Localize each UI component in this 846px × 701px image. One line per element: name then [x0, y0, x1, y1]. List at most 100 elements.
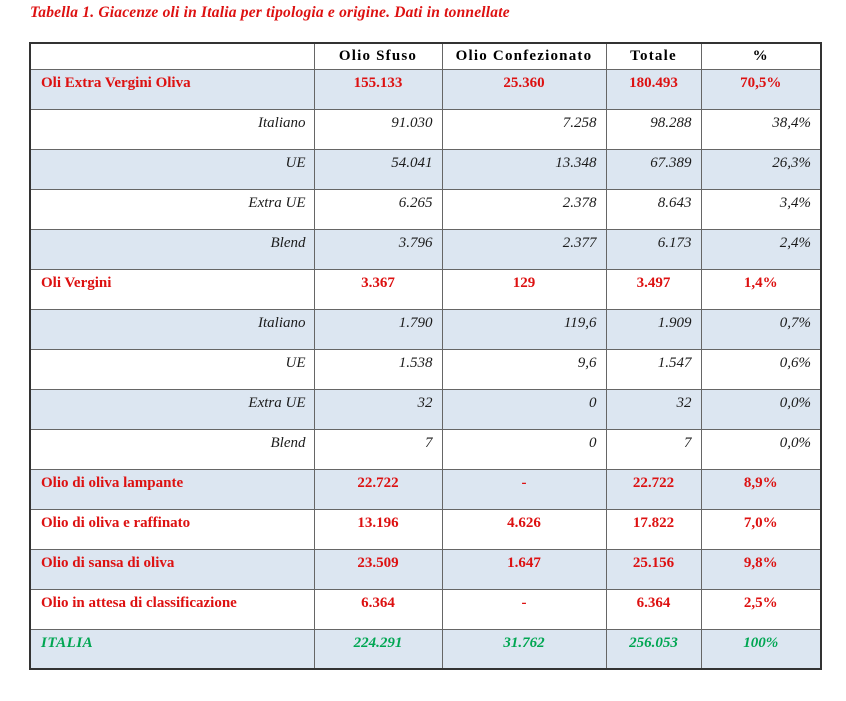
row-label: UE: [29, 348, 315, 390]
value-cell: 26,3%: [700, 148, 822, 190]
value-cell: 0: [441, 428, 607, 470]
oil-stocks-table: Olio Sfuso Olio Confezionato Totale% Oli E…: [29, 42, 822, 670]
value-cell: 0,0%: [700, 388, 822, 430]
value-cell: 38,4%: [700, 108, 822, 150]
header-row: Olio Sfuso Olio Confezionato Totale%: [29, 42, 822, 70]
value-cell: 0: [441, 388, 607, 430]
value-cell: 0,0%: [700, 428, 822, 470]
value-cell: 4.626: [441, 508, 607, 550]
row-label: Blend: [29, 428, 315, 470]
value-cell: 6.265: [313, 188, 443, 230]
value-cell: 98.288: [605, 108, 702, 150]
row-label: Italiano: [29, 108, 315, 150]
table-row: Olio di sansa di oliva 23.509 1.647 25.156 9…: [29, 548, 822, 590]
table-row: Extra UE 6.265 2.378 8.643 3,4%: [29, 188, 822, 230]
value-cell: 31.762: [441, 628, 607, 670]
table-row: ITALIA 224.291 31.762 256.053 100%: [29, 628, 822, 670]
value-cell: 2.377: [441, 228, 607, 270]
row-label: Blend: [29, 228, 315, 270]
table-row: Blend 3.796 2.377 6.173 2,4%: [29, 228, 822, 270]
value-cell: -: [441, 588, 607, 630]
value-cell: 2,5%: [700, 588, 822, 630]
value-cell: 32: [313, 388, 443, 430]
value-cell: 23.509: [313, 548, 443, 590]
value-cell: 3,4%: [700, 188, 822, 230]
value-cell: 13.348: [441, 148, 607, 190]
value-cell: 54.041: [313, 148, 443, 190]
table-row: Italiano 91.030 7.258 98.288 38,4%: [29, 108, 822, 150]
row-label: Olio di sansa di oliva: [29, 548, 315, 590]
table-row: Extra UE 32 0 32 0,0%: [29, 388, 822, 430]
value-cell: 17.822: [605, 508, 702, 550]
value-cell: 22.722: [605, 468, 702, 510]
row-label: Olio in attesa di classificazione: [29, 588, 315, 630]
table-row: UE 1.538 9,6 1.547 0,6%: [29, 348, 822, 390]
value-cell: 8,9%: [700, 468, 822, 510]
value-cell: 129: [441, 268, 607, 310]
table-title: Tabella 1. Giacenze oli in Italia per ti…: [30, 4, 510, 21]
value-cell: 6.364: [605, 588, 702, 630]
value-cell: 9,6: [441, 348, 607, 390]
value-cell: 6.173: [605, 228, 702, 270]
value-cell: 6.364: [313, 588, 443, 630]
value-cell: 22.722: [313, 468, 443, 510]
row-label: Extra UE: [29, 188, 315, 230]
value-cell: 0,7%: [700, 308, 822, 350]
value-cell: 7,0%: [700, 508, 822, 550]
value-cell: 8.643: [605, 188, 702, 230]
table-row: Blend 7 0 7 0,0%: [29, 428, 822, 470]
value-cell: 32: [605, 388, 702, 430]
value-cell: 119,6: [441, 308, 607, 350]
corner-header-cell: [29, 42, 315, 70]
value-cell: 100%: [700, 628, 822, 670]
row-label: Oli Vergini: [29, 268, 315, 310]
row-label: ITALIA: [29, 628, 315, 670]
row-label: Olio di oliva lampante: [29, 468, 315, 510]
value-cell: 1.909: [605, 308, 702, 350]
value-cell: 2,4%: [700, 228, 822, 270]
value-cell: 1.647: [441, 548, 607, 590]
row-label: Olio di oliva e raffinato: [29, 508, 315, 550]
row-label: Extra UE: [29, 388, 315, 430]
table-row: Olio di oliva e raffinato 13.196 4.626 17.8…: [29, 508, 822, 550]
value-cell: 13.196: [313, 508, 443, 550]
column-header: Olio Sfuso: [313, 42, 443, 70]
row-label: Oli Extra Vergini Oliva: [29, 68, 315, 110]
value-cell: 1.538: [313, 348, 443, 390]
value-cell: -: [441, 468, 607, 510]
row-label: Italiano: [29, 308, 315, 350]
value-cell: 1.790: [313, 308, 443, 350]
value-cell: 3.497: [605, 268, 702, 310]
value-cell: 7: [313, 428, 443, 470]
value-cell: 256.053: [605, 628, 702, 670]
column-header: Olio Confezionato: [441, 42, 607, 70]
value-cell: 1,4%: [700, 268, 822, 310]
table-row: Italiano 1.790 119,6 1.909 0,7%: [29, 308, 822, 350]
value-cell: 180.493: [605, 68, 702, 110]
value-cell: 70,5%: [700, 68, 822, 110]
value-cell: 25.360: [441, 68, 607, 110]
table-row: Olio in attesa di classificazione 6.364-6…: [29, 588, 822, 630]
value-cell: 25.156: [605, 548, 702, 590]
value-cell: 91.030: [313, 108, 443, 150]
value-cell: 7: [605, 428, 702, 470]
row-label: UE: [29, 148, 315, 190]
column-header: %: [700, 42, 822, 70]
value-cell: 9,8%: [700, 548, 822, 590]
value-cell: 3.367: [313, 268, 443, 310]
value-cell: 224.291: [313, 628, 443, 670]
table-row: Olio di oliva lampante 22.722-22.722 8,9%: [29, 468, 822, 510]
value-cell: 0,6%: [700, 348, 822, 390]
value-cell: 1.547: [605, 348, 702, 390]
value-cell: 67.389: [605, 148, 702, 190]
value-cell: 155.133: [313, 68, 443, 110]
column-header: Totale: [605, 42, 702, 70]
table-body: Oli Extra Vergini Oliva 155.133 25.360 180.…: [29, 68, 822, 670]
table-row: Oli Vergini 3.367 129 3.497 1,4%: [29, 268, 822, 310]
table-row: Oli Extra Vergini Oliva 155.133 25.360 180.…: [29, 68, 822, 110]
value-cell: 3.796: [313, 228, 443, 270]
value-cell: 2.378: [441, 188, 607, 230]
table-row: UE 54.041 13.348 67.389 26,3%: [29, 148, 822, 190]
value-cell: 7.258: [441, 108, 607, 150]
